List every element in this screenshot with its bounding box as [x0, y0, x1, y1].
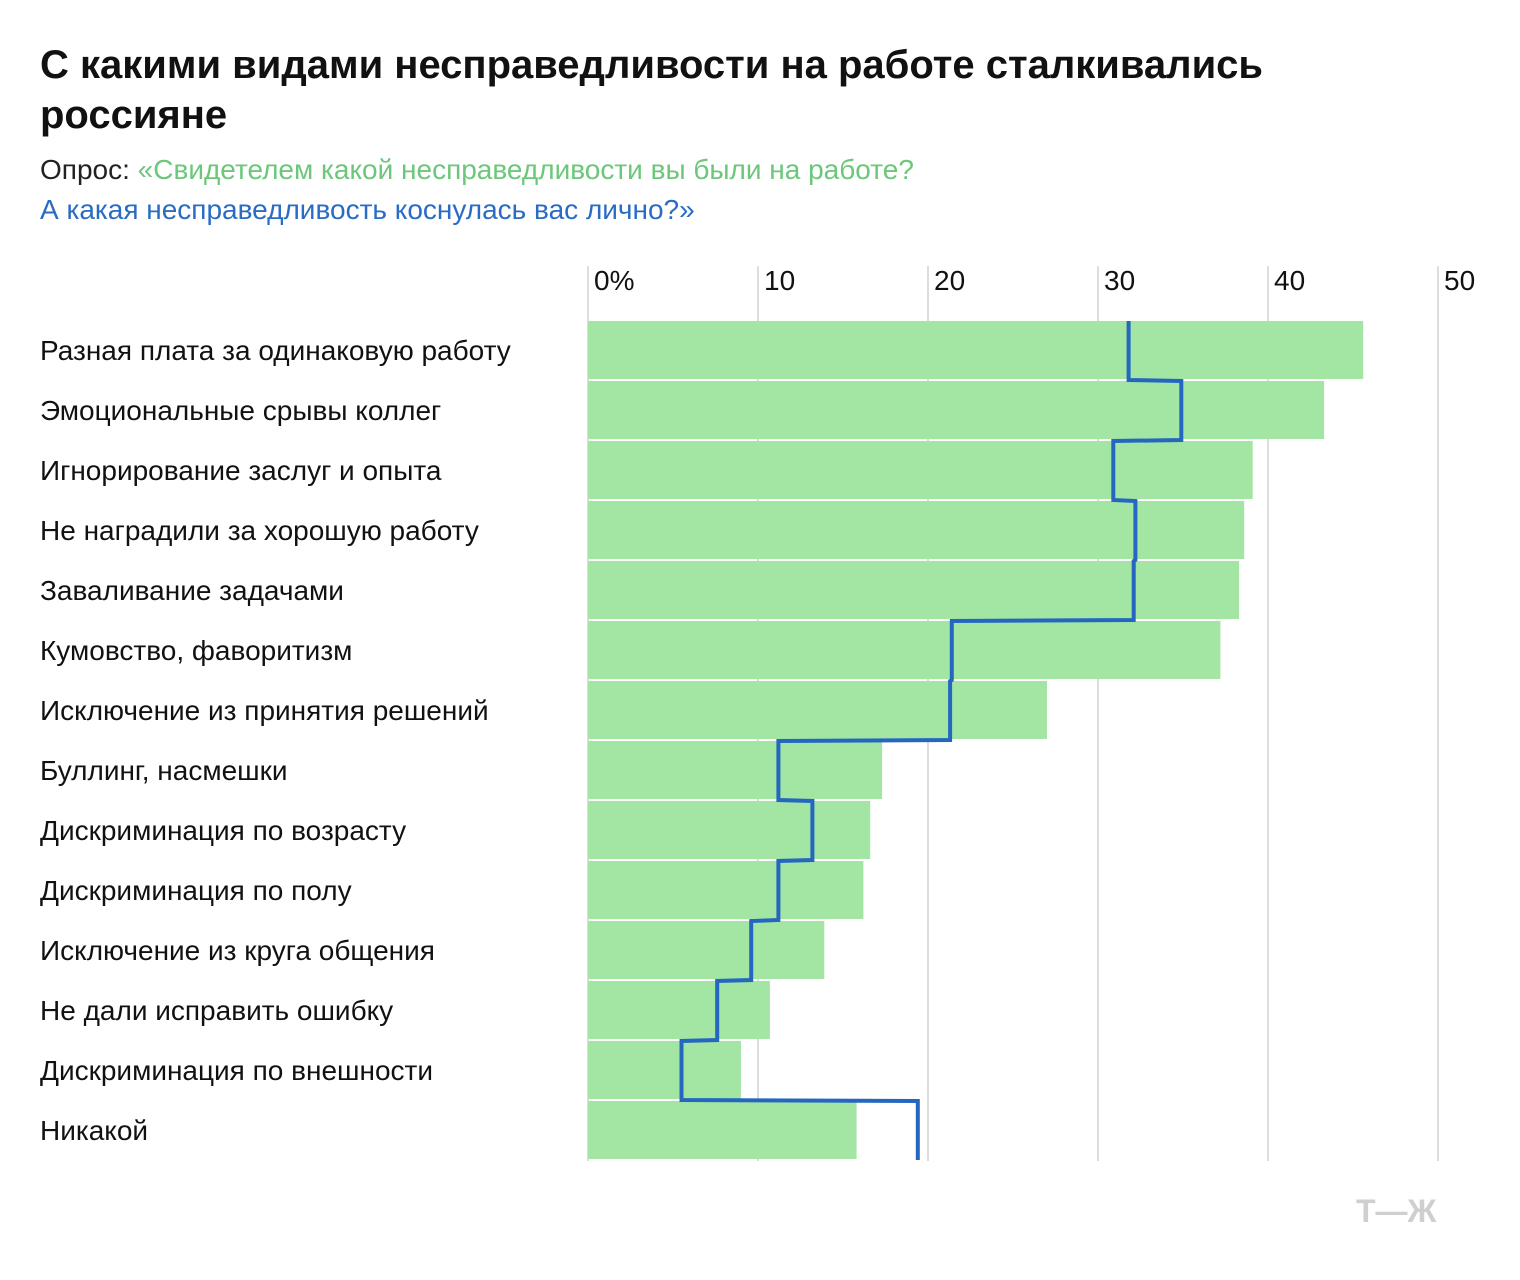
category-label: Дискриминация по возрасту — [40, 815, 406, 846]
x-tick-label: 40 — [1274, 265, 1305, 296]
category-label: Не наградили за хорошую работу — [40, 515, 479, 546]
subtitle-question-witnessed: «Свидетелем какой несправедливости вы бы… — [137, 154, 914, 185]
bar — [588, 921, 825, 979]
bar — [588, 741, 883, 799]
bar — [588, 1101, 857, 1159]
tj-logo: Т—Ж — [1356, 1196, 1438, 1226]
category-label: Исключение из принятия решений — [40, 695, 489, 726]
category-label: Заваливание задачами — [40, 575, 344, 606]
x-tick-label: 0% — [594, 265, 634, 296]
x-tick-label: 10 — [764, 265, 795, 296]
bars — [588, 321, 1364, 1159]
logo-text: Т—Ж — [1356, 1196, 1438, 1226]
category-label: Разная плата за одинаковую работу — [40, 335, 511, 366]
bar — [588, 981, 770, 1039]
bar — [588, 381, 1325, 439]
category-label: Дискриминация по внешности — [40, 1055, 433, 1086]
x-tick-label: 50 — [1444, 265, 1475, 296]
bar — [588, 861, 864, 919]
subtitle-question-personal: А какая несправедливость коснулась вас л… — [40, 194, 695, 225]
category-label: Никакой — [40, 1115, 148, 1146]
category-label: Буллинг, насмешки — [40, 755, 288, 786]
category-labels: Разная плата за одинаковую работу Эмоцион… — [40, 335, 511, 1146]
chart-subtitle: Опрос: «Свидетелем какой несправедливост… — [40, 150, 1440, 230]
category-label: Дискриминация по полу — [40, 875, 352, 906]
category-label: Эмоциональные срывы коллег — [40, 395, 441, 426]
x-axis-ticks: 0% 10 20 30 40 50 — [594, 265, 1475, 296]
personal-step-line — [679, 321, 1184, 1160]
chart-title: С какими видами несправедливости на рабо… — [40, 43, 1263, 137]
bar — [588, 441, 1253, 499]
bar — [588, 561, 1240, 619]
bar — [588, 1041, 741, 1099]
bar — [588, 801, 871, 859]
category-label: Игнорирование заслуг и опыта — [40, 455, 442, 486]
category-label: Кумовство, фаворитизм — [40, 635, 352, 666]
bar — [588, 501, 1245, 559]
x-tick-label: 30 — [1104, 265, 1135, 296]
bar — [588, 681, 1047, 739]
bar — [588, 621, 1221, 679]
subtitle-lead: Опрос: — [40, 154, 138, 185]
category-label: Не дали исправить ошибку — [40, 995, 393, 1026]
x-tick-label: 20 — [934, 265, 965, 296]
bar-chart: 0% 10 20 30 40 50 Разная плата за одинаковую … — [40, 265, 1475, 1161]
bar — [588, 321, 1364, 379]
category-label: Исключение из круга общения — [40, 935, 435, 966]
